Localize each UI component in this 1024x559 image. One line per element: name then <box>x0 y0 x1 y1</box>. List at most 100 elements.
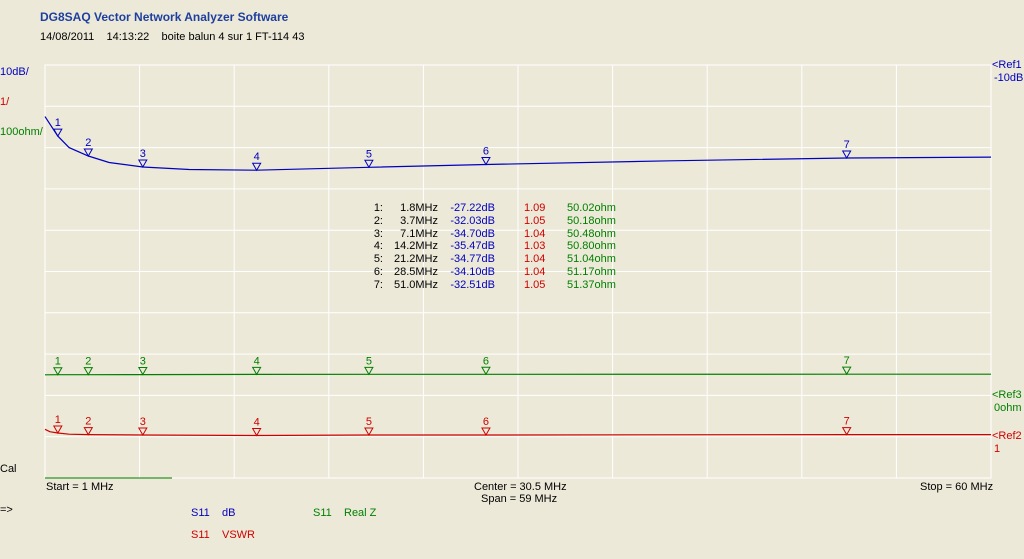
marker-label: 7 <box>844 139 850 151</box>
marker-triangle[interactable] <box>137 367 148 376</box>
marker-label: 1 <box>55 356 61 368</box>
marker-table-db: -32.51dB <box>450 278 495 291</box>
marker-table-realz: 50.48ohm <box>567 227 616 240</box>
trace-0 <box>44 116 992 171</box>
marker-triangle[interactable] <box>251 162 262 172</box>
marker-triangle[interactable] <box>137 159 148 169</box>
marker-table-realz: 51.17ohm <box>567 266 616 278</box>
start-frequency: Start = 1 MHz <box>46 481 114 493</box>
app-title: DG8SAQ Vector Network Analyzer Software <box>40 10 289 24</box>
marker-label: 2 <box>85 137 91 149</box>
marker-triangle[interactable] <box>83 367 94 376</box>
marker-label: 4 <box>254 416 260 428</box>
legend-param: S11 <box>191 529 210 541</box>
realz-scale-label[interactable]: 100ohm/ <box>0 126 43 138</box>
marker-table-vswr: 1.05 <box>524 214 546 227</box>
marker-triangle[interactable] <box>52 367 63 376</box>
db-scale-label[interactable]: 10dB/ <box>0 66 29 78</box>
marker-layer: 1 2 3 4 5 6 7 1 2 3 4 5 6 7 1 2 3 4 5 6 7 <box>52 117 852 437</box>
marker-table-vswr: 1.09 <box>524 202 546 214</box>
legend-name: dB <box>222 507 236 519</box>
ref3-label[interactable]: <Ref3 <box>992 389 1022 401</box>
marker-triangle[interactable] <box>841 427 852 436</box>
stop-frequency: Stop = 60 MHz <box>920 481 994 493</box>
marker-table-realz: 50.80ohm <box>567 240 616 253</box>
marker-table-freq: 51.0MHz <box>393 278 438 291</box>
marker-triangle[interactable] <box>364 366 374 376</box>
marker-table-vswr: 1.04 <box>524 253 546 266</box>
cal-label[interactable]: Cal <box>0 463 17 475</box>
marker-table-freq: 7.1MHz <box>400 227 438 240</box>
marker-table-db: -34.70dB <box>450 227 495 240</box>
measurement-info: 14/08/2011 14:13:22 boite balun 4 sur 1 … <box>40 31 304 43</box>
marker-label: 4 <box>254 151 260 163</box>
ref1-value: -10dB <box>994 72 1024 84</box>
marker-label: 7 <box>844 355 850 367</box>
plot-grid <box>44 64 992 479</box>
marker-triangle[interactable] <box>251 427 262 437</box>
ref1-label[interactable]: <Ref1 <box>992 59 1022 71</box>
marker-label: 3 <box>140 356 146 368</box>
marker-triangle[interactable] <box>137 427 148 437</box>
marker-table-realz: 50.02ohm <box>567 202 616 214</box>
marker-label: 2 <box>85 356 91 368</box>
marker-table-idx: 1: <box>373 202 383 214</box>
legend-param: S11 <box>313 507 332 519</box>
marker-table-realz: 51.04ohm <box>567 253 616 266</box>
marker-label: 6 <box>483 416 489 428</box>
marker-label: 2 <box>85 416 91 428</box>
marker-triangle[interactable] <box>52 128 63 138</box>
active-trace-arrow[interactable]: => <box>0 504 13 516</box>
marker-table-vswr: 1.05 <box>524 278 546 291</box>
marker-triangle[interactable] <box>481 366 491 376</box>
legend-s11-realz[interactable]: S11 Real Z <box>313 507 376 519</box>
measurement-date: 14/08/2011 <box>40 31 95 43</box>
marker-label: 6 <box>483 355 489 367</box>
marker-table-realz: 51.37ohm <box>567 278 616 291</box>
legend-s11-vswr[interactable]: S11 VSWR <box>191 529 255 541</box>
legend-name: Real Z <box>344 507 377 519</box>
legend-name: VSWR <box>222 529 255 541</box>
marker-triangle[interactable] <box>481 157 491 166</box>
measurement-time: 14:13:22 <box>106 31 150 43</box>
marker-table-idx: 2: <box>373 214 383 227</box>
marker-label: 5 <box>366 416 372 428</box>
measurement-description: boite balun 4 sur 1 FT-114 43 <box>161 31 305 43</box>
marker-triangle[interactable] <box>841 366 852 376</box>
marker-table-vswr: 1.03 <box>524 240 546 253</box>
marker-triangle[interactable] <box>364 159 374 169</box>
marker-table-db: -35.47dB <box>450 240 495 253</box>
marker-triangle[interactable] <box>841 150 852 159</box>
marker-triangle[interactable] <box>364 427 374 437</box>
marker-table-idx: 3: <box>373 227 383 240</box>
marker-table-realz: 50.18ohm <box>567 214 616 227</box>
ref2-value: 1 <box>994 443 1001 455</box>
span-frequency: Span = 59 MHz <box>481 493 558 505</box>
marker-triangle[interactable] <box>481 427 491 437</box>
marker-table-vswr: 1.04 <box>524 227 546 240</box>
marker-table-db: -27.22dB <box>450 202 495 214</box>
trace-1 <box>44 373 991 376</box>
marker-label: 6 <box>483 146 489 158</box>
marker-table-freq: 1.8MHz <box>400 202 438 214</box>
marker-label: 7 <box>844 416 850 428</box>
vswr-scale-label[interactable]: 1/ <box>0 96 10 108</box>
marker-label: 1 <box>55 117 61 129</box>
marker-triangle[interactable] <box>83 427 94 436</box>
marker-table-idx: 5: <box>373 253 383 266</box>
marker-table-idx: 4: <box>373 240 383 253</box>
marker-table-freq: 14.2MHz <box>393 240 438 253</box>
marker-table-freq: 28.5MHz <box>393 266 438 278</box>
marker-triangle[interactable] <box>52 425 63 434</box>
marker-triangle[interactable] <box>251 366 262 376</box>
center-frequency: Center = 30.5 MHz <box>474 481 567 493</box>
marker-table-vswr: 1.04 <box>524 266 546 278</box>
marker-table-idx: 6: <box>373 266 383 278</box>
marker-label: 5 <box>366 355 372 367</box>
legend-param: S11 <box>191 507 210 519</box>
ref2-label[interactable]: <Ref2 <box>992 430 1022 442</box>
legend-s11-db[interactable]: S11 dB <box>191 507 235 519</box>
marker-table-idx: 7: <box>373 278 383 291</box>
marker-triangle[interactable] <box>83 148 94 157</box>
